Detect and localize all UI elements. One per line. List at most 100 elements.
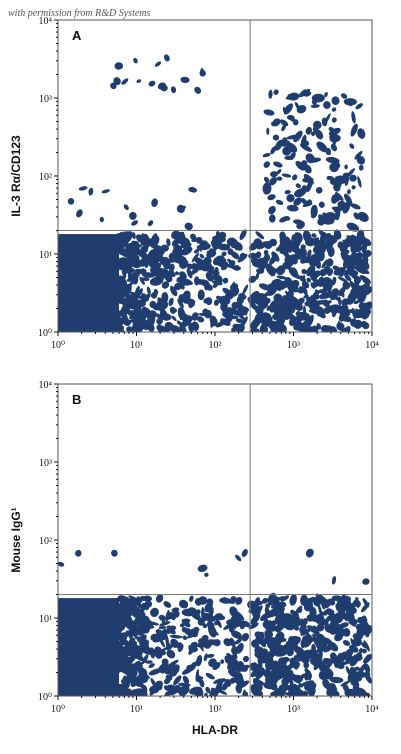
density-blob (253, 239, 262, 248)
density-blob (326, 657, 339, 665)
density-blob (209, 690, 219, 696)
density-blob (272, 134, 280, 141)
density-blob (337, 200, 346, 209)
x-axis-title: HLA-DR (192, 723, 238, 737)
density-blob (180, 277, 193, 285)
density-blob (231, 630, 242, 639)
density-blob (321, 660, 327, 667)
density-blob (294, 250, 303, 260)
density-blob (315, 187, 323, 194)
density-blob (200, 262, 210, 272)
density-blob (165, 644, 173, 651)
density-blob (281, 137, 288, 146)
density-blob (212, 283, 218, 288)
density-blob (99, 216, 104, 223)
density-blob (338, 270, 345, 277)
density-blob (350, 295, 357, 303)
density-blob (204, 692, 208, 696)
density-blob (342, 640, 351, 646)
y-tick-label: 10⁰ (38, 328, 52, 339)
density-blob (135, 599, 143, 606)
density-blob (209, 315, 218, 327)
density-blob (273, 661, 281, 671)
density-blob (237, 302, 245, 312)
density-blob (321, 117, 328, 127)
density-blob (227, 248, 234, 255)
density-blob (251, 604, 261, 619)
density-blob (293, 301, 303, 311)
density-blob (326, 687, 338, 696)
density-blob (178, 682, 191, 687)
density-blob (125, 258, 132, 269)
density-blob (248, 622, 259, 630)
density-blob (350, 318, 358, 327)
density-blob (333, 209, 341, 214)
density-blob (333, 295, 342, 302)
density-blob (357, 233, 364, 243)
density-blob (332, 627, 340, 634)
x-tick-label: 10² (209, 340, 222, 351)
density-blob (352, 619, 358, 626)
density-blob (174, 282, 182, 291)
density-blob (176, 276, 184, 283)
density-blob (281, 248, 290, 258)
density-blob (170, 272, 176, 278)
density-blob (311, 93, 325, 103)
density-blob (133, 660, 142, 671)
density-blob (276, 169, 282, 175)
density-blob (126, 311, 135, 317)
density-blob (207, 626, 219, 636)
density-blob (259, 266, 265, 274)
density-blob (229, 677, 237, 684)
density-blob (308, 257, 318, 267)
density-blob (346, 189, 351, 195)
density-blob (300, 628, 311, 636)
density-blob (131, 259, 144, 269)
density-blob (148, 668, 162, 676)
density-blob (117, 689, 125, 696)
density-blob (171, 315, 177, 322)
density-blob (269, 648, 278, 659)
density-blob (331, 96, 340, 105)
density-blob (348, 620, 356, 627)
density-blob (281, 123, 287, 132)
x-tick-label: 10⁴ (365, 704, 379, 715)
density-blob (356, 252, 363, 260)
density-blob (254, 653, 262, 659)
density-blob (320, 324, 330, 332)
density-blob (157, 682, 163, 691)
density-blob (305, 153, 315, 164)
density-blob (285, 299, 291, 304)
density-blob (170, 638, 179, 648)
density-blob (297, 289, 304, 294)
density-blob (324, 91, 328, 98)
density-blob (276, 690, 287, 696)
density-blob (263, 249, 269, 256)
density-blob (281, 173, 292, 178)
density-blob (144, 293, 151, 300)
density-blob (328, 127, 341, 136)
panel-A: 10⁰ 10¹ 10² 10³ 10⁴ 10⁰ 10¹ 10² 10³ 10⁴ A IL-3 Rα/C… (9, 16, 379, 351)
density-blob (171, 235, 182, 246)
density-blob (344, 274, 352, 282)
density-blob (171, 607, 180, 613)
density-blob (264, 630, 270, 640)
density-blob (148, 80, 156, 87)
density-blob (285, 95, 292, 100)
density-blob (341, 298, 349, 307)
density-blob (145, 317, 155, 325)
density-blob (228, 260, 236, 265)
density-blob (137, 616, 147, 627)
density-blob (356, 625, 364, 639)
density-blob (347, 294, 355, 302)
density-blob (285, 674, 294, 683)
density-blob (217, 260, 226, 267)
density-blob (183, 627, 196, 637)
density-blob (263, 109, 275, 116)
density-blob (331, 117, 337, 123)
density-blob (270, 691, 276, 696)
density-blob (280, 315, 289, 320)
density-blob (286, 134, 300, 140)
density-blob (235, 318, 244, 324)
density-blob (252, 678, 260, 691)
